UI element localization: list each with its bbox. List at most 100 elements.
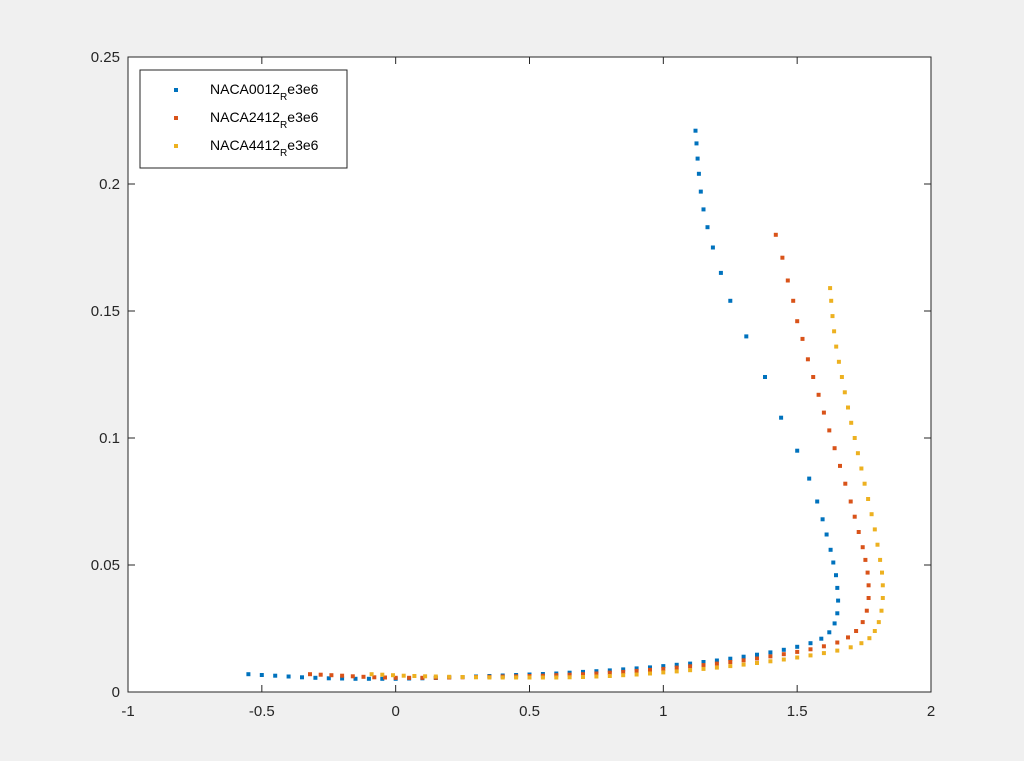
data-point: [326, 676, 331, 681]
data-point: [819, 636, 824, 641]
data-point: [773, 232, 778, 237]
data-point: [313, 675, 318, 680]
data-point: [705, 225, 710, 230]
y-tick-label: 0: [112, 684, 120, 701]
legend-entry: NACA4412Re3e6: [210, 137, 319, 159]
data-point: [741, 662, 746, 667]
data-point: [567, 672, 572, 677]
data-point: [273, 673, 278, 678]
data-point: [401, 673, 406, 678]
data-point: [768, 659, 773, 664]
data-point: [811, 375, 816, 379]
data-point: [514, 675, 519, 680]
data-point: [795, 319, 800, 324]
data-point: [554, 673, 559, 678]
data-point: [433, 674, 438, 679]
x-tick-label: 1.5: [787, 703, 808, 720]
data-point: [308, 672, 312, 677]
data-point: [594, 671, 599, 676]
data-point: [594, 669, 599, 674]
y-tick-label: 0.2: [99, 176, 120, 193]
legend: NACA0012Re3e6 NACA2412Re3e6 NACA4412Re3e6: [139, 69, 348, 169]
data-point: [869, 512, 874, 517]
data-point: [701, 663, 706, 668]
data-point: [781, 652, 786, 657]
data-point: [698, 189, 703, 194]
data-point: [621, 669, 626, 674]
data-point: [688, 664, 693, 669]
data-point: [447, 674, 452, 679]
x-tick-label: 0.5: [519, 703, 540, 720]
data-point: [474, 675, 478, 680]
data-point: [854, 629, 859, 633]
data-point: [380, 676, 385, 681]
data-point: [728, 664, 733, 669]
data-point: [701, 207, 706, 212]
data-point: [835, 640, 840, 645]
data-point: [832, 621, 837, 626]
data-point: [728, 298, 733, 303]
data-point: [581, 675, 585, 679]
data-point: [714, 658, 719, 663]
data-point: [246, 672, 251, 677]
data-point: [661, 666, 666, 671]
legend-marker: [174, 88, 178, 92]
data-point: [674, 665, 679, 670]
data-point: [487, 675, 492, 680]
data-point: [824, 532, 829, 537]
data-point: [695, 156, 700, 161]
legend-marker: [174, 116, 178, 120]
axes-layer: -1 -0.5 0 0.5 1 1.5 2 0 0.05 0.1 0.15 0.2 0.25: [91, 49, 935, 720]
legend-marker: [174, 144, 178, 148]
data-point: [815, 499, 820, 504]
data-point: [835, 611, 840, 616]
legend-entry: NACA2412Re3e6: [210, 109, 319, 131]
data-point: [567, 675, 572, 680]
y-tick-label: 0.25: [91, 49, 120, 66]
data-point: [846, 635, 850, 640]
data-point: [860, 620, 865, 625]
data-point: [607, 670, 612, 675]
data-point: [329, 673, 334, 678]
data-point: [866, 583, 871, 588]
data-point: [540, 675, 545, 680]
data-point: [835, 585, 840, 590]
data-point: [407, 675, 412, 680]
data-point: [838, 463, 842, 468]
data-point: [856, 530, 861, 534]
data-point: [866, 596, 871, 600]
data-point: [864, 608, 869, 613]
data-point: [827, 630, 832, 635]
data-point: [846, 405, 850, 410]
data-point: [696, 171, 701, 176]
data-point: [621, 673, 626, 678]
data-point: [318, 672, 323, 677]
data-point: [807, 476, 812, 481]
data-point: [607, 674, 612, 678]
data-point: [852, 514, 857, 519]
data-point: [340, 673, 345, 678]
data-point: [839, 375, 844, 379]
data-point: [780, 255, 785, 260]
data-point: [369, 672, 374, 677]
x-tick-label: 1: [659, 703, 667, 720]
data-point: [791, 298, 796, 303]
legend-entry: NACA0012Re3e6: [210, 81, 319, 103]
data-point: [701, 660, 706, 664]
data-point: [300, 675, 304, 680]
data-point: [816, 392, 821, 397]
data-point: [834, 573, 838, 578]
data-point: [875, 542, 880, 547]
data-point: [741, 654, 746, 659]
data-point: [872, 527, 877, 532]
data-point: [500, 675, 505, 680]
data-point: [768, 650, 773, 655]
data-point: [827, 428, 832, 433]
data-point: [674, 662, 679, 667]
data-point: [621, 667, 626, 672]
data-point: [728, 660, 733, 664]
data-point: [836, 359, 841, 364]
data-point: [420, 675, 425, 680]
data-point: [878, 557, 883, 562]
data-point: [741, 658, 746, 663]
